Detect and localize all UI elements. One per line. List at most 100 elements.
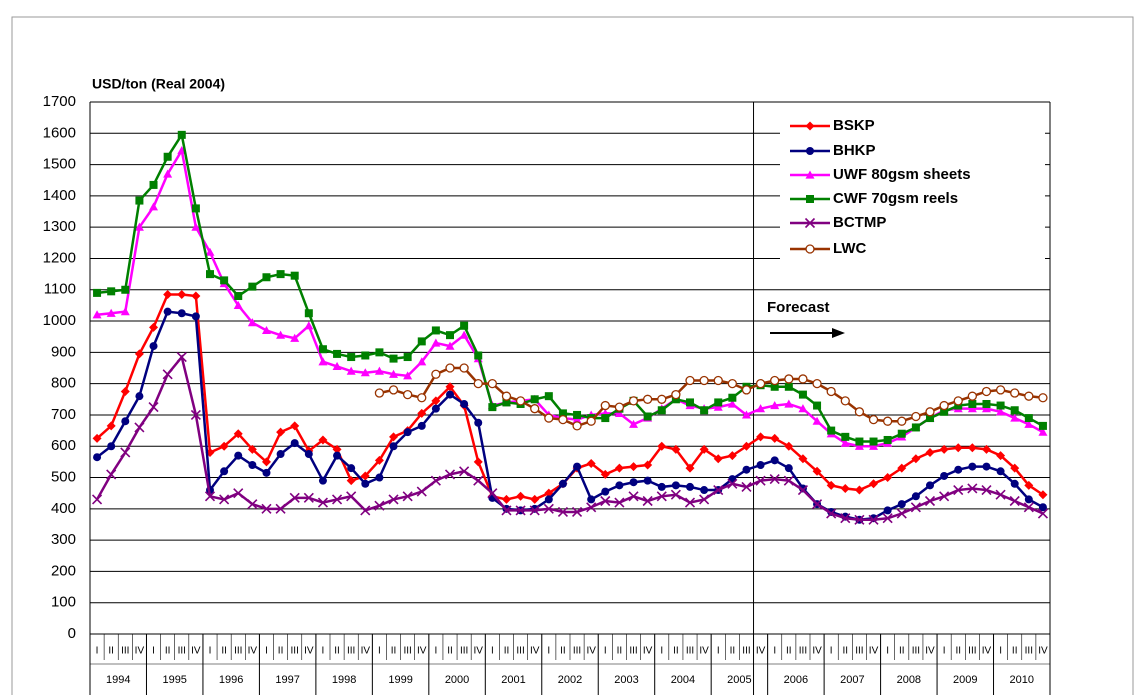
quarter-label: II <box>673 646 679 657</box>
marker <box>571 506 583 518</box>
marker <box>573 410 582 419</box>
marker <box>205 247 215 256</box>
marker <box>910 502 921 513</box>
marker <box>587 495 596 504</box>
marker <box>120 386 130 396</box>
marker <box>671 395 680 404</box>
marker <box>374 388 385 398</box>
marker <box>134 349 144 359</box>
marker <box>289 492 300 503</box>
marker <box>967 483 978 494</box>
marker <box>657 482 666 491</box>
marker <box>869 437 878 446</box>
marker <box>530 494 540 504</box>
marker <box>685 463 695 473</box>
marker <box>276 450 285 459</box>
marker <box>460 399 469 408</box>
marker <box>1009 495 1020 507</box>
marker <box>331 494 343 505</box>
marker <box>826 386 836 397</box>
marker <box>806 195 814 203</box>
marker <box>106 421 116 431</box>
marker <box>445 363 455 373</box>
marker <box>728 393 737 402</box>
marker <box>1038 393 1048 403</box>
marker <box>529 505 540 516</box>
marker <box>389 432 399 442</box>
marker <box>882 416 893 426</box>
marker <box>968 462 977 471</box>
series-line <box>96 310 1044 522</box>
marker <box>911 411 921 422</box>
marker <box>558 409 567 418</box>
frame <box>11 16 1134 695</box>
legend-label: CWF 70gsm reels <box>833 190 958 207</box>
marker <box>981 386 992 397</box>
quarter-label: II <box>278 646 284 657</box>
marker <box>939 491 950 502</box>
marker <box>318 357 328 366</box>
marker <box>220 276 229 285</box>
marker <box>798 404 808 413</box>
quarter-label: II <box>617 646 623 657</box>
y-tick-label: 1700 <box>43 93 76 110</box>
marker <box>444 469 456 480</box>
marker <box>699 494 710 505</box>
y-tick-label: 900 <box>51 343 76 360</box>
marker <box>417 337 426 346</box>
year-label: 2010 <box>1010 674 1034 686</box>
quarter-label: III <box>121 646 129 657</box>
marker <box>614 402 625 412</box>
marker <box>714 398 723 407</box>
quarter-label: III <box>403 646 411 657</box>
grid: 0 100 200 300 400 500 600 700 800 900 1000 1100 1200… <box>43 93 1051 695</box>
quarter-label: I <box>434 646 437 657</box>
marker <box>261 457 271 467</box>
quarter-label: III <box>912 646 920 657</box>
marker <box>403 371 413 380</box>
marker <box>1010 406 1019 415</box>
marker <box>996 401 1005 410</box>
marker <box>755 475 766 486</box>
y-tick-label: 1500 <box>43 156 76 173</box>
marker <box>332 444 342 454</box>
marker <box>360 471 370 481</box>
year-label: 1997 <box>275 674 299 686</box>
marker <box>671 389 681 400</box>
marker <box>982 399 991 408</box>
marker <box>276 330 286 339</box>
marker <box>107 442 116 451</box>
marker <box>162 369 173 380</box>
marker <box>628 396 639 406</box>
marker <box>713 375 723 386</box>
marker <box>149 202 159 211</box>
quarter-label: IV <box>756 646 766 657</box>
marker <box>812 466 822 476</box>
quarter-label: I <box>604 646 607 657</box>
marker <box>234 451 243 460</box>
marker <box>855 437 864 446</box>
marker <box>191 204 200 213</box>
marker <box>770 375 780 386</box>
marker <box>333 349 342 358</box>
marker <box>684 497 696 508</box>
marker <box>1038 503 1047 512</box>
year-label: 2003 <box>614 674 638 686</box>
marker <box>176 351 187 363</box>
marker <box>1024 414 1033 423</box>
marker <box>967 404 977 413</box>
marker <box>982 462 991 471</box>
marker <box>460 321 469 330</box>
marker <box>474 351 483 360</box>
legend: BSKP BHKP UWF 80gsm sheets CWF 70gsm reels B… <box>780 112 1045 267</box>
marker <box>812 416 822 425</box>
marker <box>276 270 285 279</box>
marker <box>446 390 454 399</box>
marker <box>882 513 893 524</box>
marker <box>699 375 709 386</box>
marker <box>544 495 553 504</box>
marker <box>968 399 977 408</box>
marker <box>784 441 794 451</box>
marker <box>543 503 554 514</box>
marker <box>276 427 286 437</box>
